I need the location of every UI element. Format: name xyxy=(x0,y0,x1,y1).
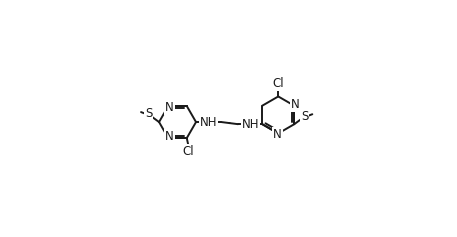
Text: N: N xyxy=(291,98,300,111)
Text: S: S xyxy=(145,108,153,120)
Text: S: S xyxy=(301,110,308,123)
Text: N: N xyxy=(165,130,174,143)
Text: N: N xyxy=(273,128,282,141)
Text: N: N xyxy=(165,101,174,114)
Text: Cl: Cl xyxy=(272,77,284,90)
Text: NH: NH xyxy=(242,118,259,131)
Text: NH: NH xyxy=(200,116,217,128)
Text: Cl: Cl xyxy=(183,145,195,158)
